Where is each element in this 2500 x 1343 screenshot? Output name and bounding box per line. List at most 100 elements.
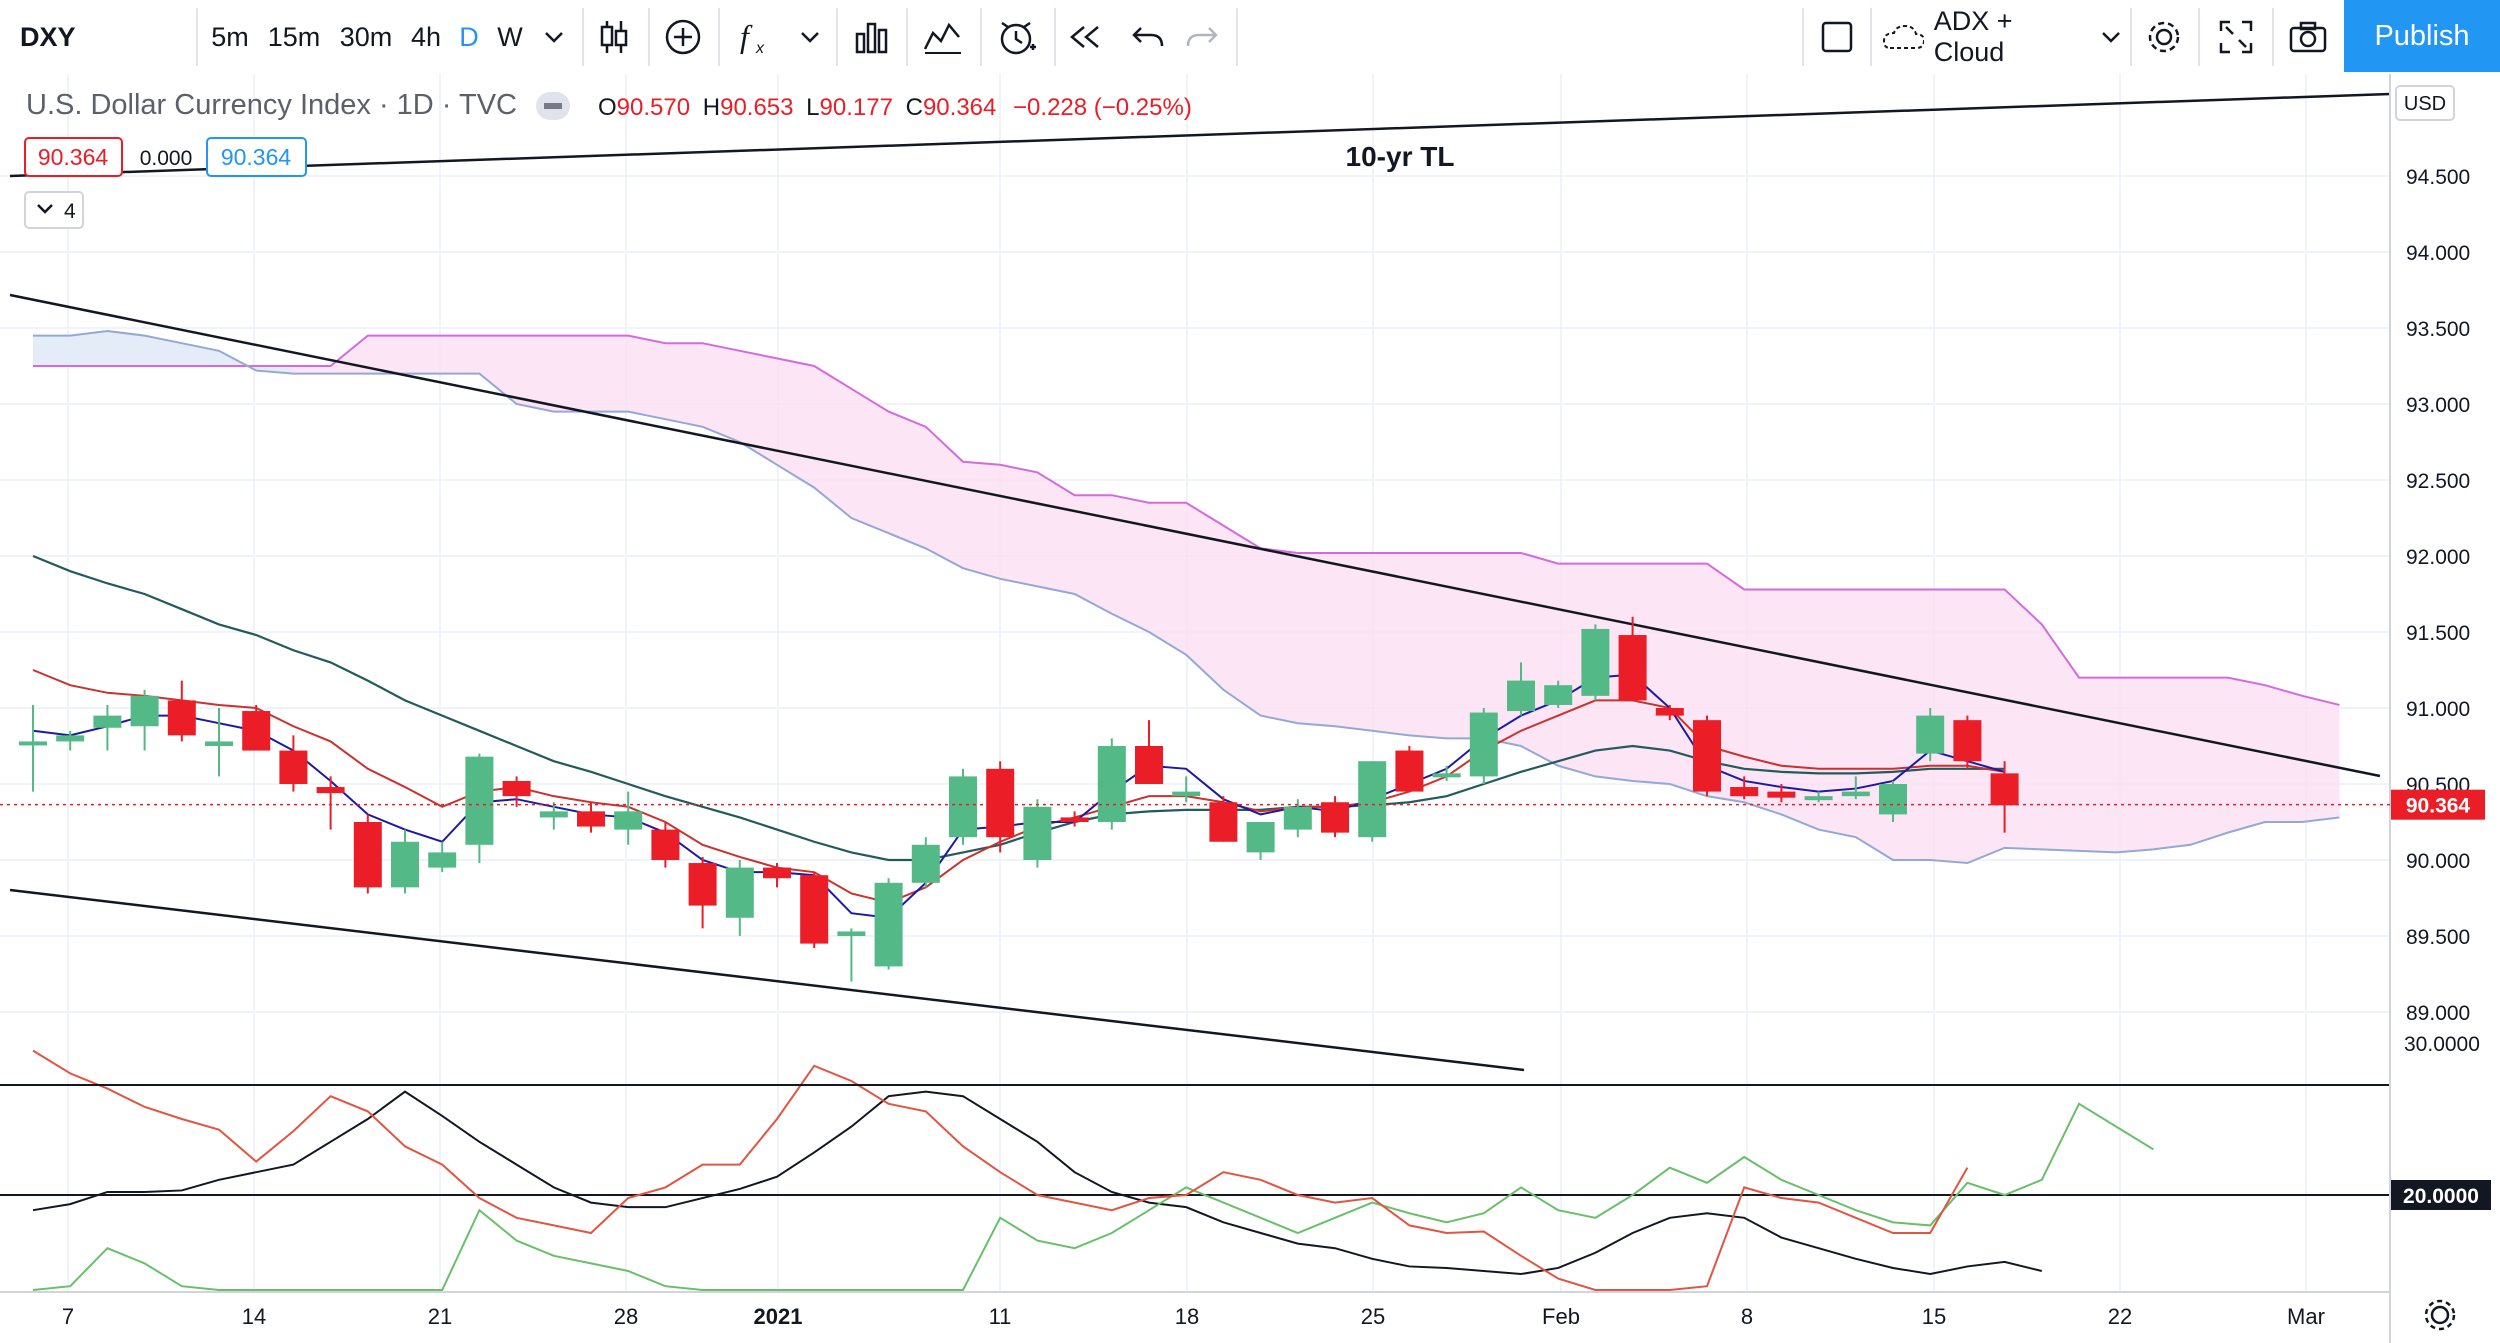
interval-w[interactable]: W — [497, 21, 523, 52]
candle-body[interactable] — [1804, 796, 1833, 801]
bar-compare-icon[interactable] — [842, 0, 902, 74]
candle-body[interactable] — [1655, 708, 1684, 716]
interval-4h[interactable]: 4h — [410, 21, 442, 52]
trendline-3[interactable] — [9, 888, 1525, 1072]
time-axis-settings-icon[interactable] — [2424, 1299, 2456, 1331]
chevron-down-icon[interactable] — [790, 0, 830, 74]
candle-body[interactable] — [1358, 761, 1387, 838]
time-tick-label: 2021 — [754, 1304, 803, 1329]
candle-body[interactable] — [1990, 773, 2019, 806]
currency-label: USD — [2404, 93, 2446, 115]
chevron-down-icon[interactable] — [534, 0, 574, 74]
candle-body[interactable] — [316, 787, 345, 794]
candle-body[interactable] — [1507, 680, 1535, 712]
redo-icon[interactable] — [1178, 0, 1226, 74]
trendline-2[interactable] — [9, 293, 2381, 778]
di_plus-line — [32, 1102, 2154, 1291]
candle-body[interactable] — [167, 700, 196, 736]
candle-body[interactable] — [837, 931, 866, 936]
interval-5m[interactable]: 5m — [211, 21, 249, 52]
candle-body[interactable] — [1544, 685, 1573, 705]
candle-body[interactable] — [1618, 635, 1647, 701]
candle-body[interactable] — [1767, 791, 1796, 798]
candle-body[interactable] — [688, 863, 717, 906]
camera-snapshot-icon[interactable] — [2280, 0, 2336, 74]
trendline-1[interactable] — [9, 92, 2391, 178]
candle-body[interactable] — [1135, 746, 1163, 784]
add-indicator-icon[interactable] — [656, 0, 710, 74]
interval-30m[interactable]: 30m — [339, 21, 393, 52]
chart-canvas[interactable]: 30.0000 20.0000 94.500 94.000 93.500 93.000 9… — [0, 74, 2500, 1343]
candle-body[interactable] — [1841, 791, 1870, 797]
candle-body[interactable] — [539, 811, 568, 818]
candle-body[interactable] — [1209, 802, 1238, 842]
candle-body[interactable] — [353, 822, 382, 888]
candle-body[interactable] — [1395, 750, 1424, 792]
candle-body[interactable] — [1060, 817, 1089, 822]
candle-body[interactable] — [986, 768, 1015, 838]
candle-body[interactable] — [800, 875, 829, 944]
legend-value-boxes: 90.364 0.000 90.364 — [24, 137, 307, 177]
time-tick-label: 11 — [989, 1304, 1012, 1329]
candle-body[interactable] — [391, 841, 419, 888]
candle-body[interactable] — [56, 735, 85, 742]
candle-body[interactable] — [874, 882, 903, 967]
candle-body[interactable] — [911, 844, 940, 883]
legend-box-last: 90.364 — [221, 144, 292, 170]
price-tick-label: 89.500 — [2406, 926, 2470, 949]
candle-body[interactable] — [242, 711, 271, 751]
candle-body[interactable] — [1023, 806, 1052, 860]
candle-body[interactable] — [130, 695, 159, 727]
currency-label-box[interactable] — [2395, 85, 2455, 121]
candle-body[interactable] — [1432, 773, 1461, 778]
last-price-label: 90.364 — [2406, 795, 2471, 818]
interval-15m[interactable]: 15m — [267, 21, 321, 52]
candles-icon[interactable] — [590, 0, 638, 74]
time-tick-label: 25 — [1361, 1304, 1385, 1329]
candle-body[interactable] — [1730, 787, 1759, 797]
layout-square-icon[interactable] — [1812, 0, 1862, 74]
candle-body[interactable] — [725, 867, 754, 918]
symbol-search[interactable]: DXY — [20, 0, 190, 74]
candle-body[interactable] — [1953, 720, 1982, 762]
price-tick-label: 94.500 — [2406, 166, 2470, 189]
replay-icon[interactable] — [1060, 0, 1112, 74]
undo-icon[interactable] — [1124, 0, 1172, 74]
candle-body[interactable] — [651, 829, 680, 860]
alert-clock-icon[interactable] — [986, 0, 1048, 74]
candle-body[interactable] — [577, 811, 605, 827]
fullscreen-icon[interactable] — [2206, 0, 2266, 74]
candle-body[interactable] — [93, 715, 122, 728]
candle-body[interactable] — [205, 741, 233, 746]
candle-body[interactable] — [1693, 720, 1721, 792]
candle-body[interactable] — [1879, 784, 1907, 815]
candle-body[interactable] — [1469, 712, 1498, 777]
time-tick-label: 15 — [1922, 1304, 1946, 1329]
template-selector[interactable]: ADX + Cloud — [1880, 0, 2120, 74]
candle-body[interactable] — [949, 776, 977, 838]
templates-icon[interactable] — [912, 0, 974, 74]
candle-body[interactable] — [1581, 628, 1610, 696]
candle-body[interactable] — [1283, 806, 1312, 830]
candle-body[interactable] — [1916, 715, 1945, 754]
time-axis[interactable]: 7 14 21 28 2021 11 18 25 Feb 8 15 22 Mar — [62, 1304, 2325, 1329]
candle-body[interactable] — [19, 741, 47, 746]
tenkan-line — [32, 673, 2005, 919]
candle-body[interactable] — [428, 852, 457, 868]
legend-eye-toggle[interactable] — [536, 92, 570, 120]
candle-body[interactable] — [502, 780, 531, 797]
candle-body[interactable] — [614, 811, 643, 830]
publish-button[interactable]: Publish — [2344, 0, 2500, 72]
candle-body[interactable] — [465, 756, 494, 845]
candle-body[interactable] — [279, 750, 308, 784]
settings-gear-icon[interactable] — [2138, 0, 2190, 74]
candle-body[interactable] — [763, 867, 791, 879]
candle-body[interactable] — [1097, 746, 1126, 822]
candle-body[interactable] — [1321, 802, 1349, 833]
candle-body[interactable] — [1172, 791, 1201, 797]
price-tick-label: 93.000 — [2406, 394, 2470, 417]
interval-d[interactable]: D — [459, 21, 479, 52]
legend-collapse-button[interactable]: 4 — [24, 191, 84, 229]
candle-body[interactable] — [1246, 822, 1275, 853]
